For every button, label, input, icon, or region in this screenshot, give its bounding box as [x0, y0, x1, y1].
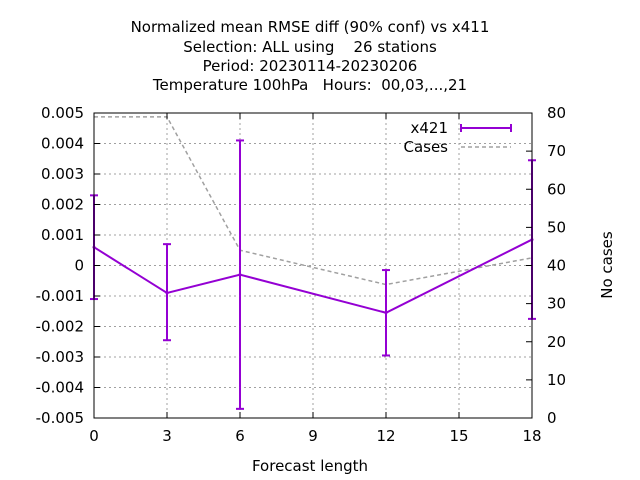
legend: x421 Cases — [403, 119, 512, 156]
y-tick-label: -0.005 — [36, 409, 84, 427]
y2-tick-label: 50 — [547, 218, 566, 236]
ticks: 0 3 6 9 12 15 18 -0.005 -0.004 -0.003 -0.002 -0.001… — [36, 104, 566, 445]
point-x421 — [238, 273, 242, 277]
y-tick-label: -0.003 — [36, 348, 84, 366]
errorbar-x421 — [382, 269, 390, 357]
series-line-x421 — [93, 238, 533, 314]
x-tick-label: 3 — [162, 427, 172, 445]
legend-swatch-x421 — [460, 124, 512, 132]
y-tick-label: -0.002 — [36, 318, 84, 336]
y2-tick-label: 40 — [547, 257, 566, 275]
errorbar-x421 — [163, 243, 171, 342]
x-tick-label: 9 — [308, 427, 318, 445]
series-layer — [90, 116, 536, 410]
x-axis-label: Forecast length — [252, 457, 368, 475]
x-tick-label: 6 — [235, 427, 245, 445]
chart-title: Normalized mean RMSE diff (90% conf) vs … — [131, 18, 490, 94]
y2-tick-label: 30 — [547, 295, 566, 313]
errorbar-x421 — [236, 139, 244, 410]
y2-tick-label: 10 — [547, 371, 566, 389]
y2-tick-label: 60 — [547, 180, 566, 198]
legend-label-cases: Cases — [403, 138, 448, 156]
legend-label-x421: x421 — [410, 119, 448, 137]
point-x421 — [384, 311, 388, 315]
y-tick-label: -0.001 — [36, 287, 84, 305]
title-line-4: Temperature 100hPa Hours: 00,03,...,21 — [152, 76, 467, 94]
y2-tick-label: 0 — [547, 409, 557, 427]
x-tick-label: 18 — [522, 427, 541, 445]
x-tick-label: 12 — [376, 427, 395, 445]
title-line-1: Normalized mean RMSE diff (90% conf) vs … — [131, 18, 490, 36]
point-x421 — [165, 291, 169, 295]
y-tick-label: 0.001 — [41, 226, 84, 244]
y2-tick-label: 80 — [547, 104, 566, 122]
title-line-3: Period: 20230114-20230206 — [203, 57, 418, 75]
grid — [94, 113, 532, 418]
y2-tick-label: 20 — [547, 333, 566, 351]
y-tick-label: 0.003 — [41, 165, 84, 183]
x-tick-label: 0 — [89, 427, 99, 445]
y2-axis-label: No cases — [598, 231, 616, 299]
y-tick-label: 0.002 — [41, 196, 84, 214]
y-tick-label: 0.004 — [41, 135, 84, 153]
title-line-2: Selection: ALL using 26 stations — [183, 38, 437, 56]
y2-tick-label: 70 — [547, 142, 566, 160]
y-tick-label: -0.004 — [36, 379, 84, 397]
x-tick-label: 15 — [449, 427, 468, 445]
y-tick-label: 0 — [74, 257, 84, 275]
y-tick-label: 0.005 — [41, 104, 84, 122]
